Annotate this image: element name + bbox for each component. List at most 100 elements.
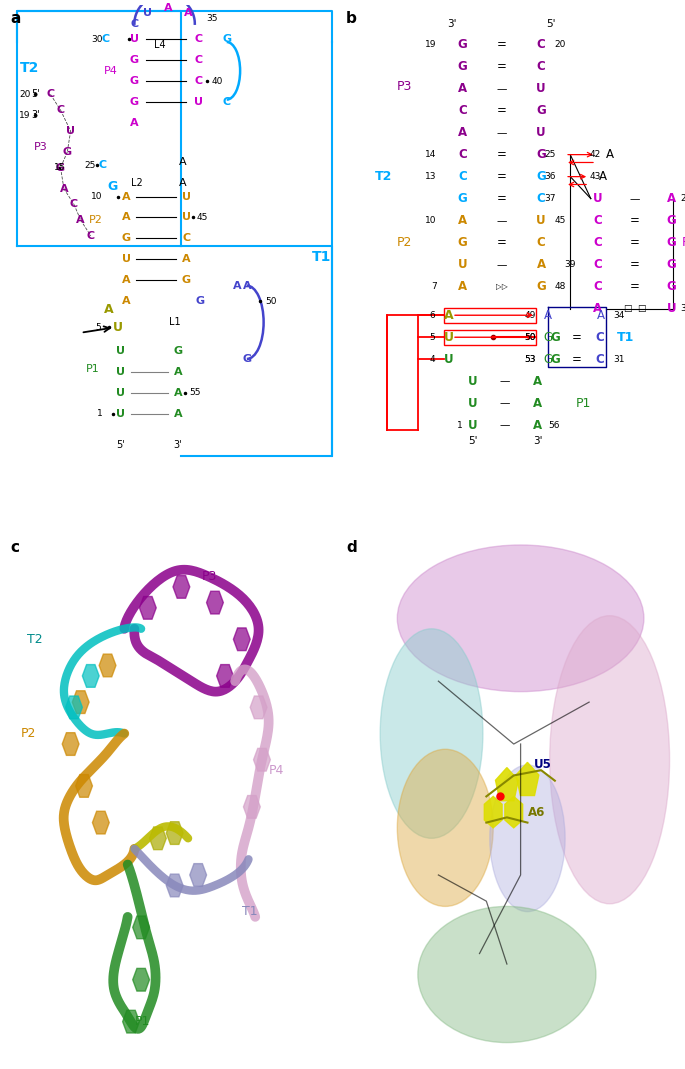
Text: U: U bbox=[536, 82, 546, 95]
Text: □: □ bbox=[623, 305, 632, 313]
Text: U: U bbox=[468, 375, 477, 388]
Text: A: A bbox=[593, 303, 602, 315]
Text: —: — bbox=[497, 83, 507, 94]
Text: P3: P3 bbox=[34, 142, 47, 152]
Text: =: = bbox=[630, 280, 639, 293]
Text: P3: P3 bbox=[397, 80, 412, 93]
Text: U: U bbox=[536, 126, 546, 139]
Text: C: C bbox=[47, 90, 55, 99]
Text: G: G bbox=[458, 192, 467, 205]
Text: L4: L4 bbox=[153, 40, 165, 49]
Text: T1: T1 bbox=[312, 250, 332, 264]
Text: 3': 3' bbox=[174, 440, 182, 450]
Text: G: G bbox=[222, 34, 232, 45]
Text: 10: 10 bbox=[91, 192, 103, 201]
Text: 36: 36 bbox=[544, 172, 556, 181]
Text: C: C bbox=[130, 18, 138, 29]
Text: U: U bbox=[182, 191, 191, 202]
Text: 34: 34 bbox=[613, 311, 625, 320]
Text: A: A bbox=[122, 276, 130, 285]
Ellipse shape bbox=[380, 629, 483, 838]
Text: G: G bbox=[130, 76, 139, 87]
Text: A: A bbox=[536, 258, 546, 272]
Text: C: C bbox=[458, 149, 466, 161]
Text: A: A bbox=[77, 215, 85, 226]
Text: G: G bbox=[536, 170, 546, 183]
Text: A: A bbox=[179, 179, 187, 188]
Text: C: C bbox=[593, 258, 602, 272]
Text: 6: 6 bbox=[429, 311, 435, 320]
Text: 5': 5' bbox=[31, 90, 40, 99]
Text: A: A bbox=[174, 388, 182, 398]
Text: 45: 45 bbox=[197, 213, 208, 222]
Text: T1: T1 bbox=[616, 330, 634, 344]
Text: A: A bbox=[667, 192, 676, 205]
Text: U: U bbox=[130, 34, 139, 45]
Text: A: A bbox=[458, 126, 467, 139]
Text: U: U bbox=[116, 367, 125, 377]
Text: A: A bbox=[533, 419, 543, 432]
Text: C: C bbox=[593, 280, 602, 293]
Text: C: C bbox=[593, 214, 602, 227]
Text: d: d bbox=[346, 540, 357, 555]
Text: b: b bbox=[346, 11, 357, 26]
Text: G: G bbox=[550, 330, 560, 344]
Text: G: G bbox=[195, 296, 204, 307]
Text: G: G bbox=[56, 162, 65, 173]
Text: =: = bbox=[497, 38, 507, 51]
Text: A: A bbox=[606, 149, 614, 161]
Text: T2: T2 bbox=[21, 61, 40, 75]
Text: U: U bbox=[66, 126, 75, 136]
Text: A: A bbox=[174, 367, 182, 377]
Text: G: G bbox=[108, 180, 118, 192]
Text: C: C bbox=[194, 76, 202, 87]
Text: 25: 25 bbox=[544, 150, 556, 159]
Text: G: G bbox=[667, 214, 676, 227]
Text: T1: T1 bbox=[242, 905, 258, 918]
Text: G: G bbox=[536, 280, 546, 293]
Text: G: G bbox=[130, 97, 139, 107]
Text: 56: 56 bbox=[548, 421, 560, 430]
Text: 5': 5' bbox=[116, 440, 125, 450]
Text: U: U bbox=[121, 254, 131, 264]
Text: —: — bbox=[497, 216, 507, 226]
Text: a: a bbox=[10, 11, 21, 26]
Text: 5': 5' bbox=[468, 436, 477, 446]
Text: 20: 20 bbox=[555, 41, 566, 49]
Text: P1: P1 bbox=[575, 397, 590, 409]
Text: U: U bbox=[458, 258, 467, 272]
Text: C: C bbox=[537, 60, 545, 73]
Text: =: = bbox=[497, 236, 507, 249]
Text: C: C bbox=[194, 34, 202, 45]
Text: 4: 4 bbox=[429, 355, 435, 363]
Text: P2: P2 bbox=[397, 236, 412, 249]
Text: 3': 3' bbox=[31, 110, 40, 121]
Text: =: = bbox=[572, 330, 582, 344]
Ellipse shape bbox=[490, 765, 565, 912]
Text: P3: P3 bbox=[201, 570, 217, 583]
Text: =: = bbox=[572, 353, 582, 366]
Text: A: A bbox=[458, 82, 467, 95]
Text: 26: 26 bbox=[680, 195, 685, 203]
Text: T2: T2 bbox=[375, 170, 393, 183]
Text: P4: P4 bbox=[104, 66, 118, 76]
Text: 3': 3' bbox=[447, 18, 457, 29]
Text: A: A bbox=[130, 119, 138, 128]
Text: 25: 25 bbox=[84, 160, 96, 170]
Text: =: = bbox=[497, 170, 507, 183]
Text: A: A bbox=[174, 409, 182, 419]
Text: =: = bbox=[630, 214, 639, 227]
Text: C: C bbox=[194, 56, 202, 65]
Text: 31: 31 bbox=[613, 355, 625, 363]
Text: U: U bbox=[444, 353, 453, 366]
Text: —: — bbox=[500, 376, 510, 386]
Text: C: C bbox=[87, 231, 95, 241]
Text: G: G bbox=[121, 233, 131, 244]
Text: 45: 45 bbox=[555, 216, 566, 226]
Text: G: G bbox=[63, 148, 72, 157]
Text: A6: A6 bbox=[527, 806, 545, 819]
Text: T2: T2 bbox=[27, 633, 42, 646]
Text: A: A bbox=[533, 375, 543, 388]
Text: A: A bbox=[60, 184, 68, 193]
Text: C: C bbox=[595, 330, 603, 344]
